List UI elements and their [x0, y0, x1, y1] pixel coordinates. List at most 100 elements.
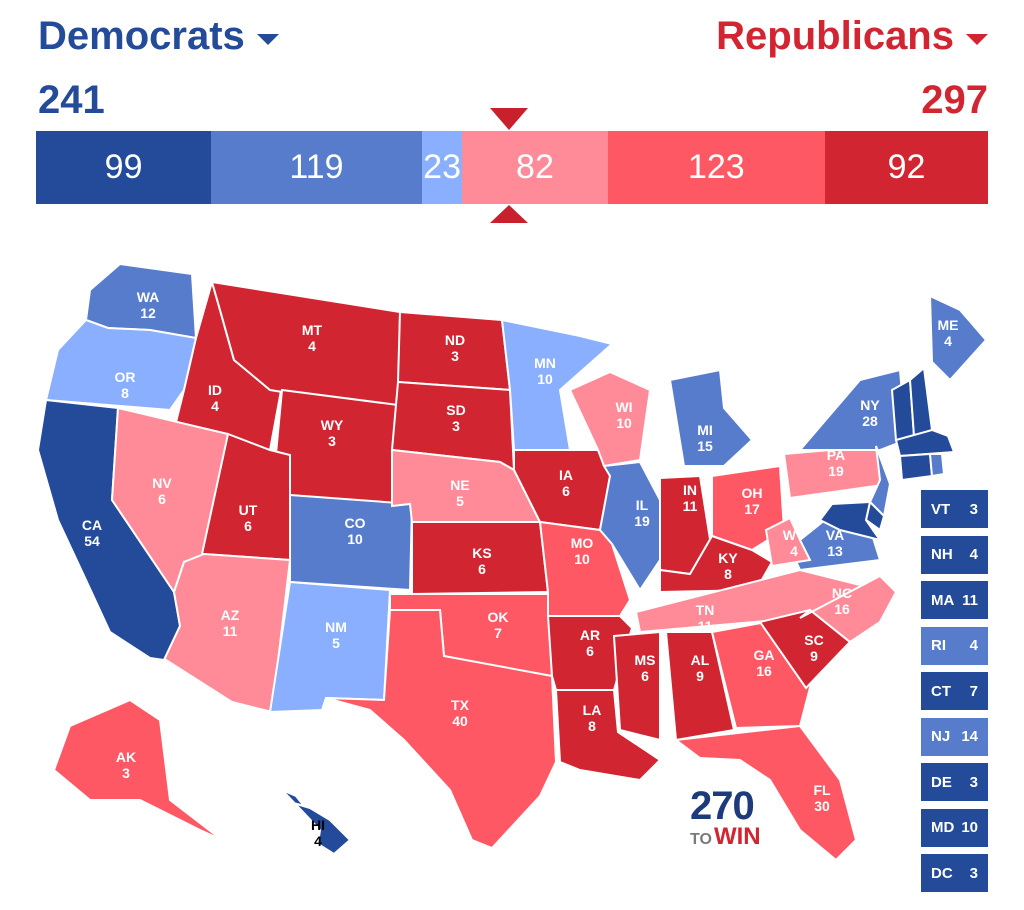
- majority-marker-top-icon: [490, 108, 528, 130]
- republicans-dropdown[interactable]: Republicans: [716, 14, 988, 59]
- small-state-ev: 3: [969, 864, 978, 882]
- state-label-in: IN: [683, 482, 697, 498]
- state-ev-tn: 11: [698, 618, 713, 634]
- small-state-dc[interactable]: DC 3: [921, 854, 988, 892]
- state-ev-ms: 6: [641, 668, 649, 684]
- state-ev-wv: 4: [790, 543, 798, 559]
- state-label-nd: ND: [445, 332, 465, 348]
- state-ct[interactable]: [898, 452, 934, 482]
- small-state-ev: 4: [969, 546, 978, 563]
- state-ev-ak: 3: [122, 765, 130, 781]
- small-state-md[interactable]: MD 10: [921, 808, 988, 847]
- state-nh[interactable]: [908, 366, 934, 438]
- state-ev-hi: 4: [314, 833, 322, 849]
- 270towin-logo: 270 TO WIN: [690, 784, 761, 849]
- state-label-tn: TN: [696, 602, 715, 618]
- bar-segment-likely-dem: 119: [211, 131, 422, 204]
- state-label-me: ME: [938, 317, 959, 333]
- state-ev-co: 10: [347, 531, 363, 547]
- state-nm[interactable]: [268, 580, 392, 714]
- state-label-wv: WV: [783, 527, 806, 543]
- small-state-ri[interactable]: RI 4: [921, 626, 988, 665]
- state-ev-ca: 54: [84, 533, 100, 549]
- state-tx[interactable]: [325, 609, 558, 850]
- state-ma[interactable]: [894, 428, 956, 458]
- state-ky[interactable]: [659, 534, 774, 594]
- state-ak[interactable]: [52, 698, 223, 841]
- state-ev-in: 11: [683, 498, 698, 514]
- state-co[interactable]: [289, 493, 414, 592]
- state-ev-al: 9: [696, 668, 704, 684]
- small-state-code: NH: [931, 546, 953, 563]
- logo-number: 270: [690, 784, 755, 828]
- small-state-code: DE: [931, 773, 952, 791]
- state-fl[interactable]: [673, 724, 858, 862]
- caret-down-icon: [966, 34, 988, 45]
- small-state-ct[interactable]: CT 7: [921, 672, 988, 710]
- state-label-ny: NY: [860, 397, 880, 413]
- democrats-dropdown[interactable]: Democrats: [38, 14, 279, 59]
- state-label-id: ID: [208, 382, 222, 398]
- state-label-wa: WA: [137, 289, 160, 305]
- state-me[interactable]: [928, 294, 988, 382]
- state-label-nc: NC: [832, 585, 852, 601]
- small-state-ev: 3: [969, 773, 978, 791]
- democrats-total: 241: [38, 78, 105, 122]
- state-hi[interactable]: [281, 789, 352, 856]
- state-ev-nd: 3: [451, 348, 459, 364]
- state-nc[interactable]: [799, 574, 898, 644]
- small-state-vt[interactable]: VT 3: [921, 490, 988, 528]
- state-md[interactable]: [818, 500, 883, 542]
- majority-marker-bottom-icon: [490, 205, 528, 223]
- state-label-ne: NE: [450, 477, 469, 493]
- state-ms[interactable]: [612, 630, 661, 742]
- small-state-nj[interactable]: NJ 14: [921, 717, 988, 756]
- state-wv[interactable]: [764, 516, 812, 568]
- small-state-de[interactable]: DE 3: [921, 763, 988, 801]
- state-la[interactable]: [554, 689, 662, 782]
- small-state-ma[interactable]: MA 11: [921, 581, 988, 619]
- state-label-hi: HI: [311, 817, 325, 833]
- state-ev-nm: 5: [332, 635, 340, 651]
- state-wi[interactable]: [568, 370, 652, 468]
- state-ri[interactable]: [928, 453, 946, 478]
- state-label-sc: SC: [804, 632, 823, 648]
- state-ev-la: 8: [588, 718, 596, 734]
- state-ev-fl: 30: [814, 798, 830, 814]
- state-label-il: IL: [636, 497, 649, 513]
- caret-down-icon: [256, 34, 279, 45]
- electoral-vote-bar: 99 119 23 82 123 92: [36, 131, 988, 204]
- state-ev-nv: 6: [158, 491, 166, 507]
- small-state-ev: 7: [969, 682, 978, 700]
- state-ev-ar: 6: [586, 643, 594, 659]
- bar-segment-lean-dem: 23: [421, 131, 463, 204]
- state-label-wy: WY: [321, 417, 344, 433]
- state-ev-id: 4: [211, 398, 219, 414]
- small-state-nh[interactable]: NH 4: [921, 535, 988, 574]
- small-state-code: RI: [931, 637, 946, 654]
- state-label-ak: AK: [116, 749, 136, 765]
- state-ev-ut: 6: [244, 518, 252, 534]
- state-label-ok: OK: [488, 609, 509, 625]
- state-al[interactable]: [664, 631, 736, 742]
- state-label-al: AL: [691, 652, 710, 668]
- state-il[interactable]: [598, 460, 661, 592]
- state-label-ut: UT: [239, 502, 258, 518]
- bar-segment-likely-rep: 123: [607, 131, 826, 204]
- bar-segment-safe-dem: 99: [36, 131, 212, 204]
- small-state-ev: 3: [969, 500, 978, 518]
- state-label-or: OR: [115, 369, 136, 385]
- logo-to: TO: [690, 831, 712, 848]
- state-ny[interactable]: [797, 368, 908, 451]
- state-label-az: AZ: [221, 607, 240, 623]
- state-ev-wa: 12: [140, 305, 156, 321]
- small-state-ev: 14: [961, 728, 978, 745]
- republicans-label: Republicans: [716, 14, 954, 58]
- state-mn[interactable]: [500, 318, 615, 451]
- state-ev-va: 13: [827, 543, 843, 559]
- state-label-mi: MI: [697, 422, 713, 438]
- state-label-ia: IA: [559, 467, 573, 483]
- state-label-mn: MN: [534, 355, 556, 371]
- state-label-mo: MO: [571, 535, 594, 551]
- state-mi[interactable]: [668, 368, 754, 467]
